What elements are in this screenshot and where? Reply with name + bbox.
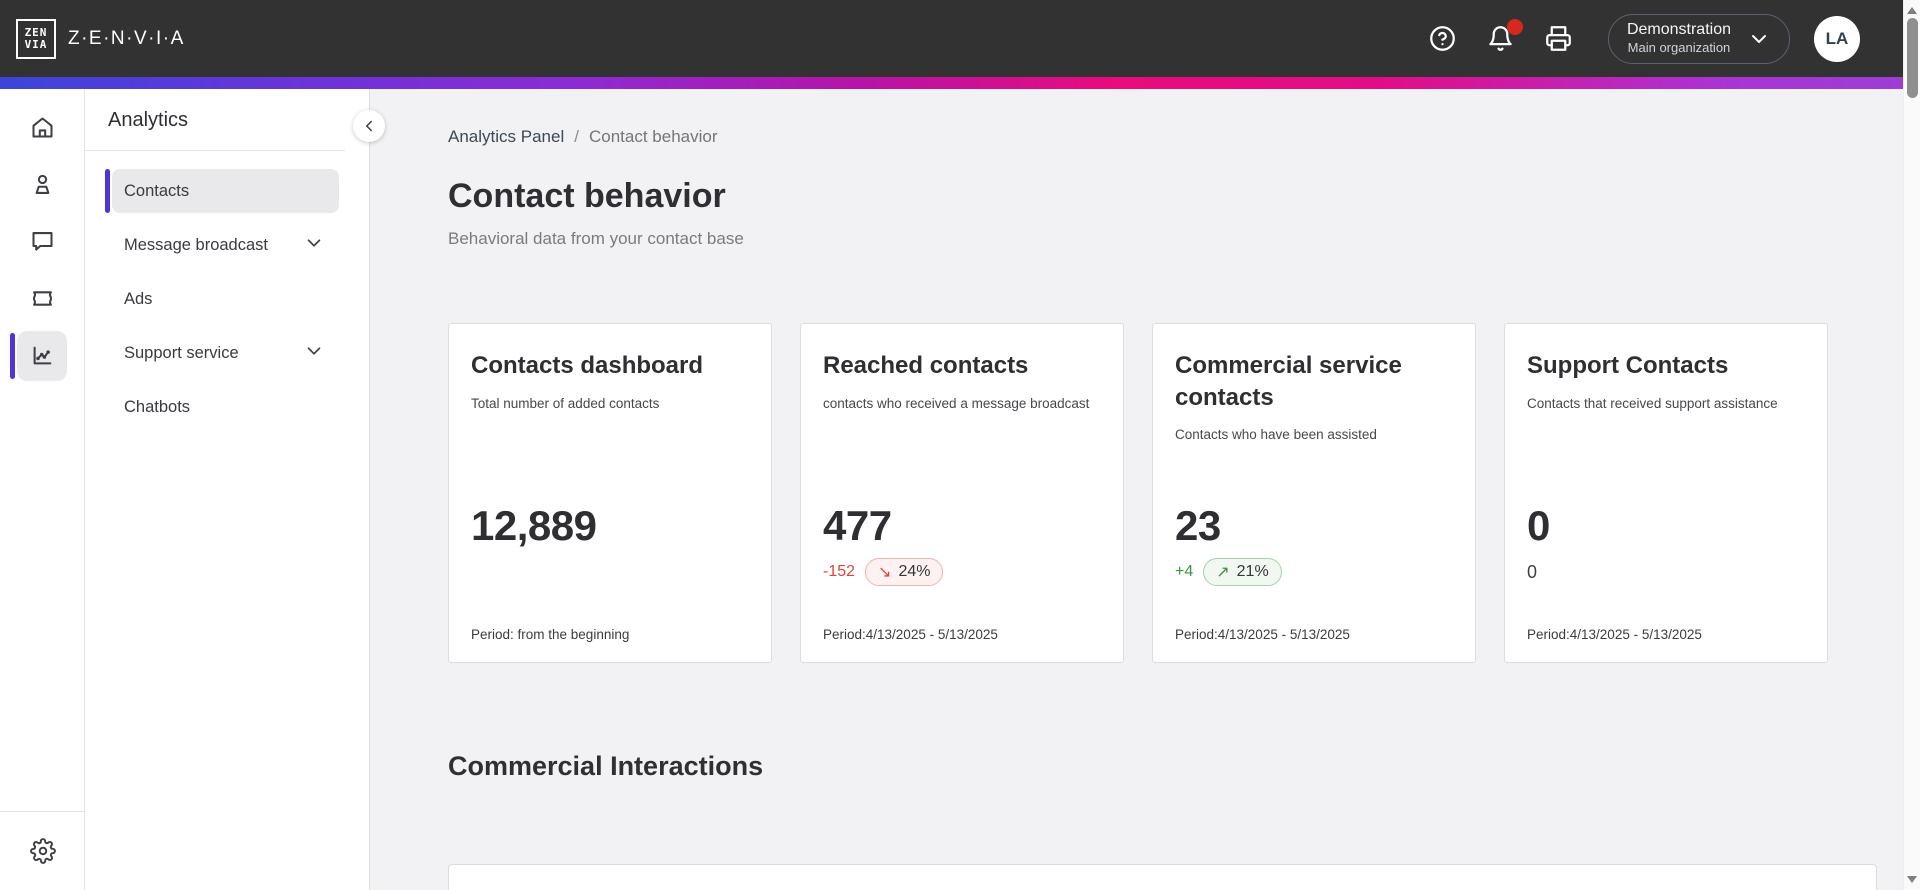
scrollbar-down-arrow[interactable]: [1907, 876, 1917, 883]
active-nav-indicator: [9, 333, 15, 379]
nav-conversations-icon[interactable]: [0, 213, 85, 270]
sidebar-item-label: Chatbots: [124, 397, 191, 416]
sidebar-item-label: Message broadcast: [124, 235, 268, 254]
help-icon[interactable]: [1428, 24, 1458, 54]
trend-badge-down: ↘ 24%: [865, 558, 944, 586]
breadcrumb-current: Contact behavior: [588, 127, 718, 146]
main-content: Analytics Panel / Contact behavior Conta…: [370, 89, 1920, 890]
organization-subtitle: Main organization: [1627, 40, 1731, 56]
scrollbar-thumb[interactable]: [1907, 18, 1918, 98]
brand-wordmark: Z·E·N·V·I·A: [68, 27, 185, 49]
card-description: contacts who received a message broadcas…: [823, 395, 1090, 411]
card-value: 12,889: [471, 501, 597, 549]
breadcrumb: Analytics Panel / Contact behavior: [448, 127, 1894, 147]
card-title: Contacts dashboard: [471, 352, 704, 379]
kpi-cards-row: Contacts dashboard Total number of added…: [448, 323, 1894, 663]
settings-gear-icon[interactable]: [0, 812, 85, 890]
sidebar-item-label: Ads: [124, 289, 153, 308]
sidebar-title: Analytics: [108, 109, 189, 131]
commercial-interactions-card: [448, 864, 1877, 890]
top-bar: ZEN VIA Z·E·N·V·I·A Demonstration Main o…: [0, 0, 1920, 77]
card-commercial-service-contacts: Commercial service contacts Contacts who…: [1152, 323, 1476, 663]
sidebar-item-label: Support service: [124, 343, 239, 362]
nav-contacts-icon[interactable]: [0, 156, 85, 213]
organization-switcher[interactable]: Demonstration Main organization: [1607, 13, 1790, 64]
chevron-down-icon: [303, 340, 325, 367]
card-reached-contacts: Reached contacts contacts who received a…: [800, 323, 1124, 663]
card-delta-row: [471, 557, 749, 587]
sidebar-item-support-service[interactable]: Support service: [85, 331, 369, 375]
card-description: Total number of added contacts: [471, 395, 660, 411]
card-value: 477: [823, 501, 892, 549]
card-value: 0: [1527, 501, 1550, 549]
rail-divider: [0, 811, 84, 812]
brand-gradient-bar: [0, 77, 1920, 89]
logo-text-bottom: VIA: [24, 38, 48, 51]
arrow-up-right-icon: ↗: [1216, 564, 1230, 581]
section-title-commercial-interactions: Commercial Interactions: [448, 751, 764, 781]
vertical-scrollbar[interactable]: [1903, 0, 1920, 890]
card-description: Contacts that received support assistanc…: [1527, 395, 1778, 411]
print-icon[interactable]: [1544, 24, 1574, 54]
chevron-down-icon: [1752, 34, 1766, 43]
card-description: Contacts who have been assisted: [1175, 427, 1377, 443]
organization-name: Demonstration: [1626, 21, 1731, 39]
delta-value: -152: [823, 563, 856, 580]
card-contacts-dashboard: Contacts dashboard Total number of added…: [448, 323, 772, 663]
delta-value: 0: [1527, 561, 1538, 582]
user-avatar[interactable]: LA: [1814, 15, 1860, 62]
page-title: Contact behavior: [448, 177, 726, 215]
card-title: Reached contacts: [823, 352, 1029, 379]
sidebar-item-label: Contacts: [124, 181, 190, 200]
arrow-down-right-icon: ↘: [878, 564, 892, 581]
sidebar-collapse-button[interactable]: [353, 110, 385, 142]
logo-text-top: ZEN: [24, 26, 48, 39]
sidebar-divider: [85, 150, 345, 151]
card-title: Support Contacts: [1527, 352, 1729, 379]
card-period: Period: from the beginning: [471, 627, 630, 642]
breadcrumb-analytics-panel[interactable]: Analytics Panel: [448, 127, 565, 146]
zenvia-logo-icon: ZEN VIA: [16, 18, 56, 59]
active-item-indicator: [105, 169, 110, 213]
card-period: Period:4/13/2025 - 5/13/2025: [823, 627, 998, 642]
nav-tickets-icon[interactable]: [0, 270, 85, 327]
card-value: 23: [1175, 501, 1221, 549]
page-subtitle: Behavioral data from your contact base: [448, 229, 744, 248]
scrollbar-up-arrow[interactable]: [1907, 7, 1917, 14]
card-delta-row: +4 ↗ 21%: [1175, 557, 1453, 587]
badge-percent: 24%: [898, 563, 931, 580]
breadcrumb-separator: /: [574, 127, 579, 146]
chevron-down-icon: [303, 232, 325, 259]
nav-analytics-icon[interactable]: [0, 327, 85, 384]
card-period: Period:4/13/2025 - 5/13/2025: [1175, 627, 1350, 642]
trend-badge-up: ↗ 21%: [1203, 558, 1282, 586]
badge-percent: 21%: [1236, 563, 1269, 580]
chevron-left-icon: [366, 120, 372, 132]
sidebar-item-message-broadcast[interactable]: Message broadcast: [85, 223, 369, 267]
sidebar-item-contacts[interactable]: Contacts: [85, 169, 369, 213]
sidebar-item-ads[interactable]: Ads: [85, 277, 369, 321]
notifications-bell-icon[interactable]: [1486, 18, 1523, 54]
notification-badge-dot: [1506, 18, 1523, 35]
card-period: Period:4/13/2025 - 5/13/2025: [1527, 627, 1702, 642]
card-delta-row: 0: [1527, 557, 1805, 587]
delta-value: +4: [1175, 563, 1194, 580]
card-support-contacts: Support Contacts Contacts that received …: [1504, 323, 1828, 663]
card-title: Commercial service contacts: [1175, 352, 1402, 411]
nav-home-icon[interactable]: [0, 99, 85, 156]
card-delta-row: -152 ↘ 24%: [823, 557, 1101, 587]
analytics-sidebar: Analytics Contacts Message broadcast Ads: [85, 89, 385, 890]
primary-nav-rail: [0, 89, 85, 890]
sidebar-item-chatbots[interactable]: Chatbots: [85, 385, 369, 429]
